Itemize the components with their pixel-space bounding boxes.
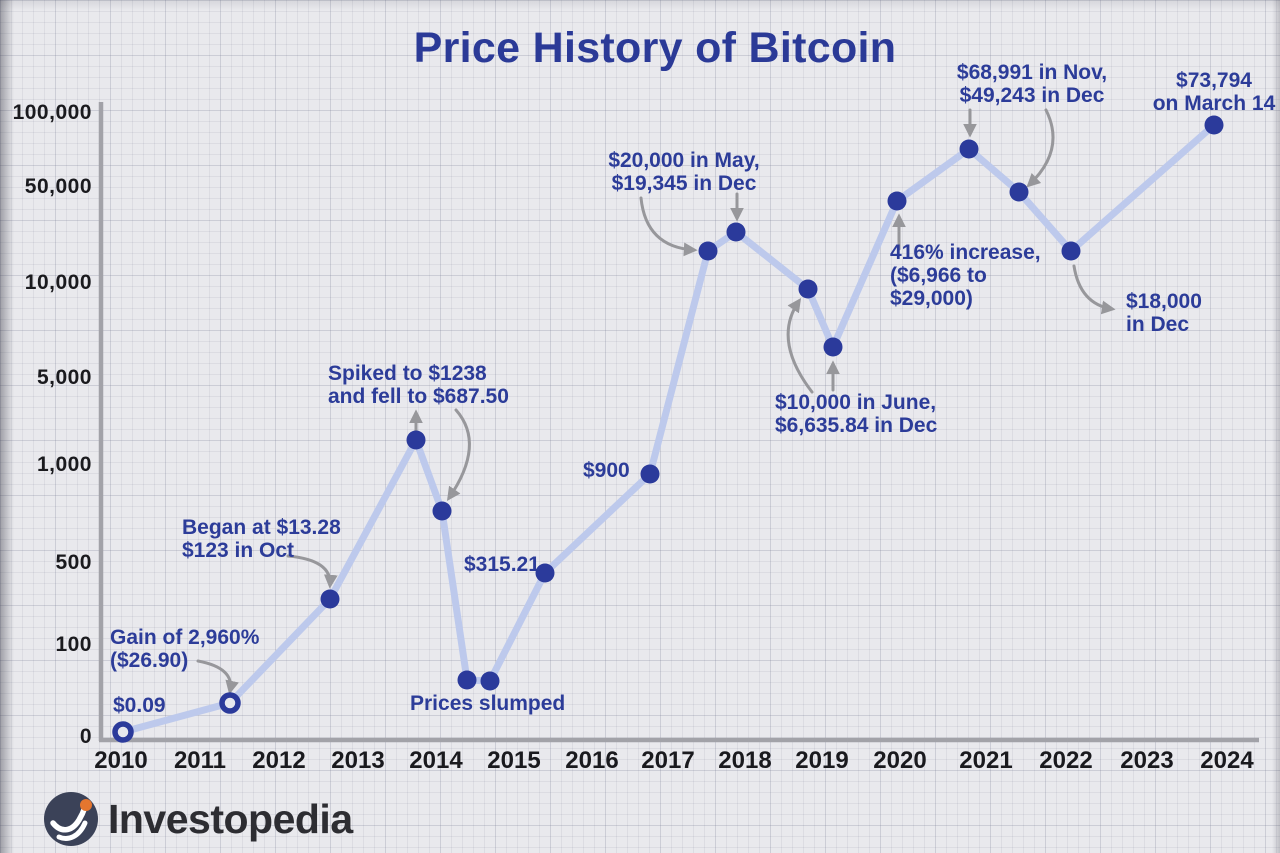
annotation-arrow-4 <box>639 196 698 257</box>
data-point-15 <box>1009 182 1029 202</box>
data-point-1 <box>219 692 241 714</box>
data-point-9 <box>698 241 718 261</box>
brand-name: Investopedia <box>108 795 353 842</box>
data-point-7 <box>535 563 555 583</box>
annotation-arrow-10 <box>1026 108 1055 188</box>
investopedia-logo: Investopedia <box>44 792 353 846</box>
data-point-12 <box>823 337 843 357</box>
data-point-8 <box>640 464 660 484</box>
annotation-arrow-6 <box>786 298 814 394</box>
data-point-2 <box>320 589 340 609</box>
data-point-14 <box>959 139 979 159</box>
annotation-arrow-3 <box>446 408 471 501</box>
data-point-16 <box>1061 241 1081 261</box>
data-point-5 <box>457 670 477 690</box>
logo-orange-dot <box>80 799 92 811</box>
data-point-13 <box>887 191 907 211</box>
data-point-3 <box>406 430 426 450</box>
investopedia-logo-icon <box>44 792 98 846</box>
data-point-11 <box>798 279 818 299</box>
data-point-4 <box>432 501 452 521</box>
data-point-0 <box>112 721 134 743</box>
data-point-6 <box>480 671 500 691</box>
chart-title: Price History of Bitcoin <box>413 24 897 72</box>
annotation-arrow-0 <box>196 659 239 695</box>
data-point-17 <box>1204 115 1224 135</box>
data-point-10 <box>726 222 746 242</box>
annotation-arrow-11 <box>1072 264 1116 315</box>
trend-line <box>119 121 1218 736</box>
annotation-arrow-1 <box>286 554 338 589</box>
